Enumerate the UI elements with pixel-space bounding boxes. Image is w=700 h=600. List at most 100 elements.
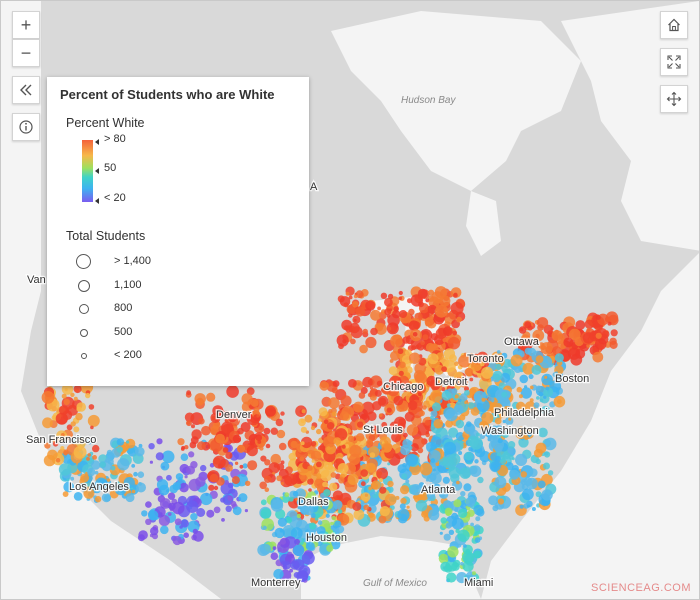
school-point	[554, 353, 564, 363]
school-point	[290, 560, 300, 570]
school-point	[410, 443, 419, 452]
school-point	[426, 491, 436, 500]
school-point	[235, 473, 248, 487]
school-point	[158, 484, 170, 496]
school-point	[513, 365, 522, 373]
school-point	[376, 467, 388, 480]
school-point	[221, 421, 234, 434]
school-point	[301, 409, 306, 414]
zoom-out-button[interactable]: −	[12, 39, 40, 67]
school-point	[52, 441, 59, 447]
school-point	[398, 370, 404, 376]
school-point	[270, 427, 278, 435]
school-point	[453, 499, 462, 508]
school-point	[323, 436, 335, 448]
label-san-francisco: San Francisco	[26, 434, 96, 446]
zoom-in-button[interactable]: +	[12, 11, 40, 39]
school-point	[474, 459, 479, 464]
school-point	[76, 402, 86, 412]
color-ramp-legend: > 80 50 < 20	[68, 133, 296, 204]
school-point	[63, 481, 75, 493]
school-point	[347, 435, 355, 442]
school-point	[368, 486, 373, 491]
size-row: > 1,400	[74, 251, 296, 275]
school-point	[310, 425, 316, 431]
school-point	[475, 432, 480, 437]
school-point	[241, 393, 253, 405]
james-bay	[466, 191, 501, 256]
school-point	[116, 438, 125, 446]
school-point	[87, 468, 96, 477]
size-row: < 200	[74, 345, 296, 369]
school-point	[273, 463, 278, 468]
school-point	[80, 473, 89, 483]
school-point	[541, 373, 553, 386]
school-point	[166, 474, 172, 481]
school-point	[270, 552, 279, 560]
school-point	[61, 393, 67, 399]
school-point	[273, 568, 284, 580]
school-point	[250, 398, 259, 407]
school-point	[410, 484, 422, 496]
school-point	[332, 490, 344, 501]
school-point	[488, 433, 499, 444]
school-point	[403, 432, 408, 438]
school-point	[376, 380, 383, 387]
school-point	[463, 544, 467, 548]
school-point	[426, 443, 431, 447]
school-point	[390, 334, 403, 348]
school-point	[543, 395, 547, 399]
color-ramp	[82, 140, 93, 202]
gulf-of-mexico	[301, 536, 481, 599]
school-point	[477, 476, 484, 484]
school-point	[575, 320, 586, 330]
school-point	[543, 437, 557, 451]
school-point	[459, 467, 472, 479]
school-point	[430, 410, 438, 418]
school-point	[470, 407, 480, 416]
school-point	[264, 459, 271, 466]
school-point	[156, 438, 163, 445]
collapse-legend-button[interactable]	[12, 76, 40, 104]
school-point	[473, 504, 484, 516]
school-point	[524, 408, 529, 412]
school-point	[316, 428, 322, 435]
school-point	[516, 401, 526, 411]
school-point	[316, 526, 326, 536]
school-point	[443, 533, 451, 541]
school-point	[338, 477, 345, 484]
school-point	[280, 539, 287, 545]
school-point	[533, 402, 540, 409]
school-point	[360, 481, 366, 487]
school-point	[466, 576, 472, 581]
school-point	[402, 463, 407, 468]
school-point	[277, 517, 287, 527]
school-point	[427, 304, 437, 314]
school-point	[547, 470, 554, 476]
school-point	[325, 513, 330, 518]
school-point	[387, 480, 394, 488]
home-button[interactable]	[660, 11, 688, 39]
school-point	[384, 297, 393, 307]
school-point	[442, 476, 450, 484]
school-point	[442, 337, 448, 343]
school-point	[42, 417, 53, 429]
school-point	[424, 317, 434, 327]
school-point	[518, 394, 523, 399]
fullscreen-button[interactable]	[660, 48, 688, 76]
size-row: 800	[74, 298, 296, 322]
school-point	[457, 543, 462, 548]
school-point	[198, 417, 205, 425]
school-point	[106, 478, 111, 482]
school-point	[213, 506, 221, 514]
info-button[interactable]	[12, 113, 40, 141]
school-point	[272, 499, 277, 504]
school-point	[320, 469, 333, 482]
school-point	[186, 420, 192, 427]
school-point	[538, 391, 543, 397]
school-point	[451, 517, 464, 530]
school-point	[365, 336, 377, 349]
locate-button[interactable]	[660, 85, 688, 113]
school-point	[544, 451, 551, 458]
